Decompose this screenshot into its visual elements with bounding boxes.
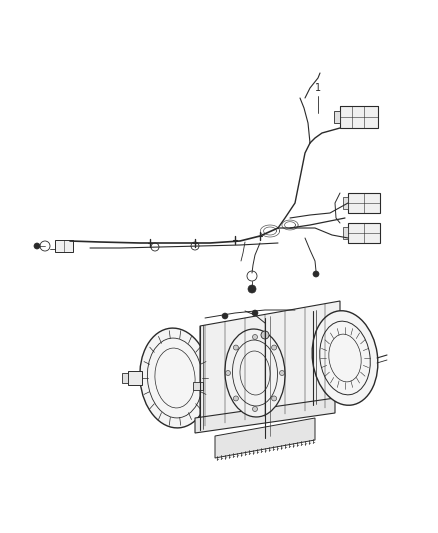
Bar [122, 373, 128, 383]
Polygon shape [215, 418, 315, 458]
Circle shape [233, 345, 238, 350]
Circle shape [34, 243, 40, 249]
Ellipse shape [140, 328, 210, 428]
Bar [55, 240, 73, 252]
Bar [193, 382, 203, 390]
Circle shape [252, 335, 258, 340]
Circle shape [222, 313, 228, 319]
Circle shape [252, 310, 258, 316]
Circle shape [279, 370, 285, 376]
Circle shape [248, 285, 256, 293]
Circle shape [261, 331, 269, 339]
Circle shape [252, 407, 258, 411]
Bar [340, 106, 378, 128]
Ellipse shape [225, 329, 285, 417]
Ellipse shape [312, 311, 378, 405]
Circle shape [272, 396, 276, 401]
Bar [334, 111, 340, 123]
Bar [348, 223, 380, 243]
Circle shape [226, 370, 230, 376]
Bar [348, 193, 380, 213]
Polygon shape [195, 398, 335, 433]
Text: 1: 1 [315, 83, 321, 93]
Circle shape [233, 396, 238, 401]
Bar [343, 227, 348, 239]
Bar [128, 371, 142, 385]
Circle shape [313, 271, 319, 277]
Circle shape [272, 345, 276, 350]
Bar [343, 197, 348, 209]
Polygon shape [200, 301, 340, 430]
